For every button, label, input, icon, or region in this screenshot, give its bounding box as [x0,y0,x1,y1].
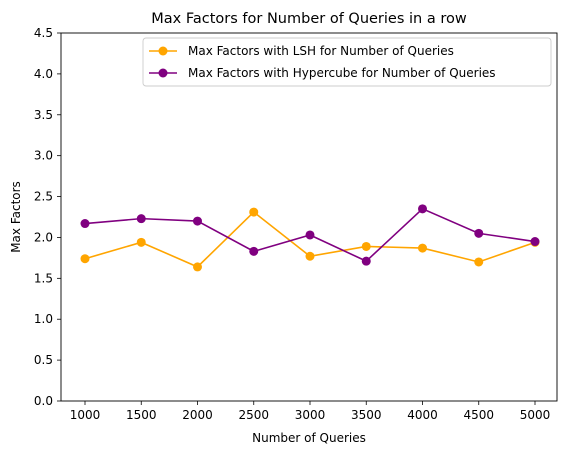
data-point-hypercube [474,228,484,238]
legend-label-hypercube: Max Factors with Hypercube for Number of… [188,66,496,80]
data-point-hypercube [530,237,540,247]
y-tick-label: 3.5 [34,108,53,122]
data-point-lsh [361,241,371,251]
data-point-hypercube [249,246,259,256]
x-tick-label: 4000 [407,408,438,422]
y-tick-label: 4.0 [34,67,53,81]
x-tick-label: 4500 [463,408,494,422]
x-tick-label: 5000 [520,408,551,422]
y-axis: 0.0 0.5 1.0 1.5 2.0 2.5 3.0 3.5 4.0 4.5 [34,26,61,408]
y-tick-label: 2.0 [34,230,53,244]
y-tick-label: 1.5 [34,271,53,285]
legend-label-lsh: Max Factors with LSH for Number of Queri… [188,44,454,58]
chart-title: Max Factors for Number of Queries in a r… [151,11,467,27]
x-tick-label: 2500 [238,408,269,422]
data-point-hypercube [136,214,146,224]
legend-marker-lsh [158,46,168,56]
data-point-hypercube [361,256,371,266]
y-tick-label: 3.0 [34,149,53,163]
y-axis-label: Max Factors [9,181,23,253]
x-tick-label: 1000 [70,408,101,422]
series-layer [80,204,540,272]
data-point-lsh [305,251,315,261]
data-point-lsh [249,207,259,217]
data-point-lsh [193,262,202,272]
y-tick-label: 4.5 [34,26,53,40]
data-point-lsh [474,257,484,267]
x-tick-label: 1500 [126,408,157,422]
y-tick-label: 1.0 [34,312,53,326]
data-point-lsh [418,243,427,253]
y-tick-label: 0.5 [34,353,53,367]
data-point-lsh [80,254,90,264]
data-point-hypercube [305,230,315,240]
x-axis-label: Number of Queries [252,431,366,445]
data-point-hypercube [418,204,427,214]
data-point-hypercube [193,216,202,226]
legend-frame [142,37,552,87]
data-point-lsh [136,237,146,247]
x-tick-label: 3500 [351,408,382,422]
y-tick-label: 0.0 [34,394,53,408]
legend-marker-hypercube [158,68,168,78]
legend: Max Factors with LSH for Number of Queri… [142,37,552,87]
plot-area [60,32,558,402]
x-tick-label: 3000 [295,408,326,422]
x-axis: 1000 1500 2000 2500 3000 3500 4000 4500 5000 [70,401,551,422]
x-tick-label: 2000 [182,408,213,422]
y-tick-label: 2.5 [34,190,53,204]
data-point-hypercube [80,219,90,229]
